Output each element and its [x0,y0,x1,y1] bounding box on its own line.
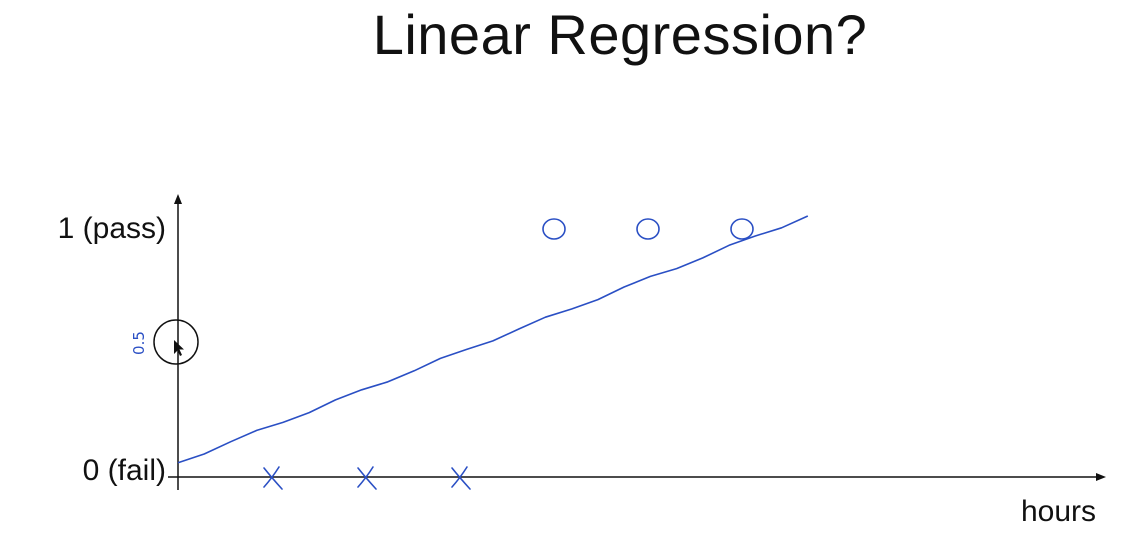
x-axis-label: hours [1021,495,1096,528]
annotation-group: 0.5 [130,319,199,365]
o-point [542,218,566,240]
y-axis-arrowhead [174,194,182,204]
slide-title: Linear Regression? [372,3,868,66]
y-tick-label: 1 (pass) [58,212,166,245]
y-tick-label: 0 (fail) [83,454,166,487]
x-point [263,466,283,490]
y-tick-labels: 1 (pass) 0 (fail) [58,212,166,487]
x-axis-arrowhead [1096,473,1106,481]
fit-line [177,215,809,464]
o-point [730,218,754,240]
x-point [451,466,471,490]
axes [168,194,1106,490]
cursor-icon [174,340,184,356]
data-marks [177,215,809,490]
x-point [357,466,377,490]
o-point [636,218,660,240]
annotation-circle [153,319,199,365]
annotation-text: 0.5 [130,331,148,355]
